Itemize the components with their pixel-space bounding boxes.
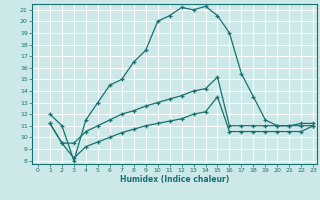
X-axis label: Humidex (Indice chaleur): Humidex (Indice chaleur) (120, 175, 229, 184)
